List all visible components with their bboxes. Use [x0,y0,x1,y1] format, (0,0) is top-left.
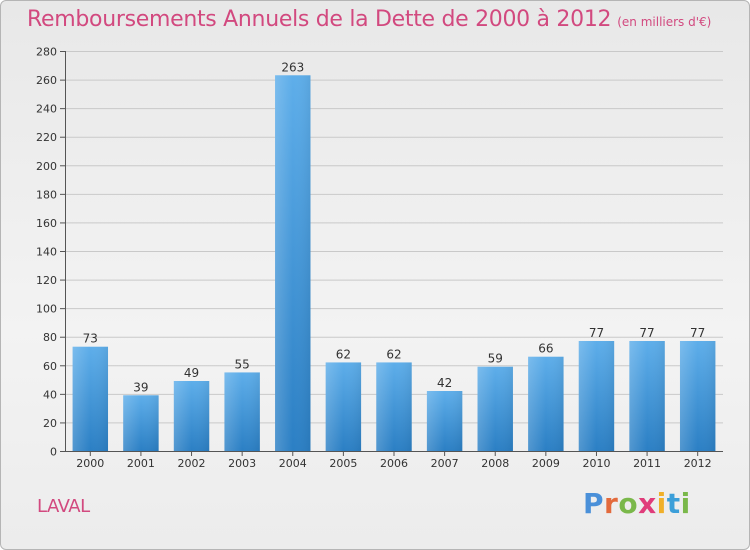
bar-value-label: 73 [83,332,98,346]
brand-letter: o [618,487,639,520]
bar-value-label: 62 [336,347,351,361]
bar-value-label: 77 [690,326,705,340]
bar-shade [629,341,665,451]
x-tick-label: 2011 [633,457,661,470]
brand-letter: i [680,487,691,520]
brand-letter: t [666,487,681,520]
bar-shade [325,362,362,451]
bar-shade [376,362,412,451]
x-tick-label: 2004 [279,457,307,470]
bar-value-label: 263 [281,60,304,74]
bar-shade [528,356,564,451]
brand-letter: x [638,487,657,520]
x-tick-label: 2012 [684,457,712,470]
x-tick-label: 2006 [380,457,408,470]
bar-value-label: 49 [184,366,199,380]
bar-shade [224,372,260,451]
y-tick-label: 60 [43,360,57,373]
y-tick-label: 100 [36,303,57,316]
x-tick-label: 2000 [76,457,104,470]
x-tick-label: 2010 [582,457,610,470]
bar-shade [679,341,716,451]
x-tick-label: 2002 [178,457,206,470]
y-tick-label: 80 [43,331,57,344]
bars-layer: 73 39 49 55 263 62 62 42 59 66 77 77 77 [72,60,716,452]
bar-shade [578,341,615,451]
bar-shade [123,395,159,451]
town-name: LAVAL [37,496,90,517]
bar-shade [477,366,513,451]
bar-shade [275,75,311,452]
brand-letter: r [604,487,619,520]
y-tick-label: 180 [36,188,57,201]
bar-value-label: 77 [639,326,654,340]
x-tick-label: 2005 [329,457,357,470]
y-tick-label: 20 [43,417,57,430]
y-tick-label: 120 [36,274,57,287]
brand-letter: P [583,487,605,520]
bar-value-label: 62 [386,347,401,361]
y-tick-label: 200 [36,160,57,173]
bar-value-label: 42 [437,376,452,390]
bar-shade [426,391,463,451]
bar-value-label: 66 [538,342,553,356]
x-tick-label: 2001 [127,457,155,470]
chart-unit: (en milliers d'€) [617,15,712,29]
y-tick-label: 220 [36,131,57,144]
bar-value-label: 59 [488,352,503,366]
chart-title-text: Remboursements Annuels de la Dette de 20… [27,7,612,32]
y-tick-label: 280 [36,46,57,59]
y-tick-label: 260 [36,74,57,87]
x-tick-label: 2007 [431,457,459,470]
y-tick-label: 40 [43,388,57,401]
chart-title: Remboursements Annuels de la Dette de 20… [27,7,711,32]
y-tick-label: 160 [36,217,57,230]
bar-shade [72,346,109,451]
brand-logo[interactable]: Proxiti [583,487,691,520]
y-tick-label: 240 [36,103,57,116]
y-tick-label: 0 [50,446,57,459]
x-tick-label: 2003 [228,457,256,470]
x-tick-label: 2008 [481,457,509,470]
brand-letter: i [656,487,667,520]
bar-value-label: 77 [589,326,604,340]
axis-layer: 0 20 40 60 80 100 120 140 160 180 200 220 240 260 280 2… [36,46,723,470]
x-tick-label: 2009 [532,457,560,470]
bar-shade [173,381,210,451]
bar-value-label: 55 [235,357,250,371]
bar-value-label: 39 [133,380,148,394]
y-tick-label: 140 [36,246,57,259]
